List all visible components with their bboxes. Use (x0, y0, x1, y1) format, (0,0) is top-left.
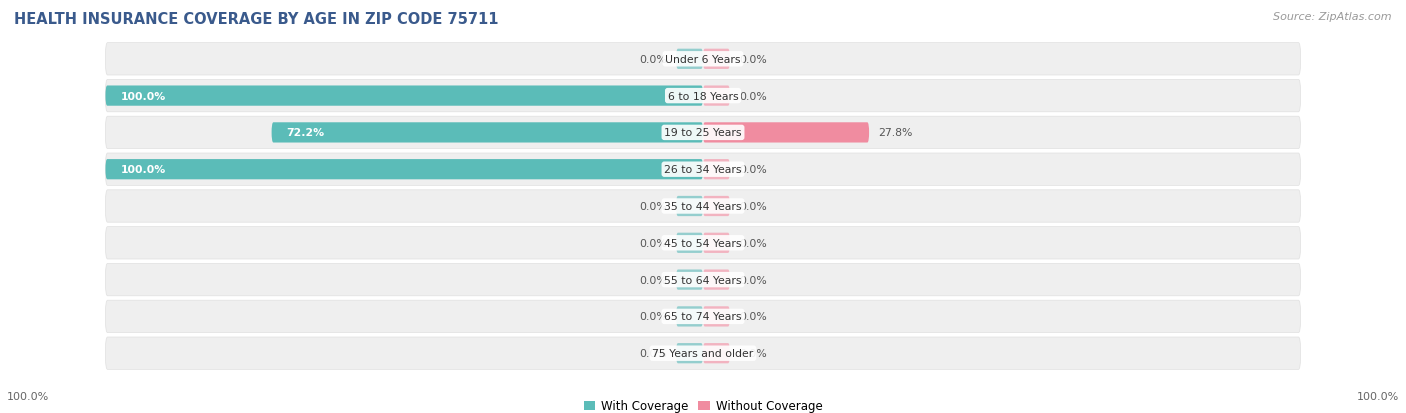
FancyBboxPatch shape (105, 227, 1301, 259)
Text: 19 to 25 Years: 19 to 25 Years (664, 128, 742, 138)
Legend: With Coverage, Without Coverage: With Coverage, Without Coverage (579, 395, 827, 413)
FancyBboxPatch shape (105, 86, 703, 107)
Text: 27.8%: 27.8% (879, 128, 912, 138)
FancyBboxPatch shape (105, 154, 1301, 186)
FancyBboxPatch shape (105, 43, 1301, 76)
FancyBboxPatch shape (703, 306, 730, 327)
Text: 6 to 18 Years: 6 to 18 Years (668, 91, 738, 101)
Text: 0.0%: 0.0% (740, 238, 766, 248)
FancyBboxPatch shape (105, 117, 1301, 149)
Text: 0.0%: 0.0% (740, 91, 766, 101)
Text: 0.0%: 0.0% (740, 312, 766, 322)
Text: 0.0%: 0.0% (740, 55, 766, 65)
Text: 100.0%: 100.0% (1357, 392, 1399, 401)
FancyBboxPatch shape (703, 160, 730, 180)
Text: HEALTH INSURANCE COVERAGE BY AGE IN ZIP CODE 75711: HEALTH INSURANCE COVERAGE BY AGE IN ZIP … (14, 12, 499, 27)
Text: Source: ZipAtlas.com: Source: ZipAtlas.com (1274, 12, 1392, 22)
FancyBboxPatch shape (105, 190, 1301, 223)
FancyBboxPatch shape (676, 343, 703, 363)
FancyBboxPatch shape (703, 123, 869, 143)
Text: 0.0%: 0.0% (640, 238, 668, 248)
Text: 0.0%: 0.0% (740, 202, 766, 211)
FancyBboxPatch shape (105, 301, 1301, 333)
FancyBboxPatch shape (105, 160, 703, 180)
FancyBboxPatch shape (105, 80, 1301, 112)
Text: 65 to 74 Years: 65 to 74 Years (664, 312, 742, 322)
FancyBboxPatch shape (703, 86, 730, 107)
FancyBboxPatch shape (676, 233, 703, 253)
Text: 0.0%: 0.0% (640, 275, 668, 285)
Text: 55 to 64 Years: 55 to 64 Years (664, 275, 742, 285)
FancyBboxPatch shape (676, 306, 703, 327)
Text: Under 6 Years: Under 6 Years (665, 55, 741, 65)
Text: 35 to 44 Years: 35 to 44 Years (664, 202, 742, 211)
FancyBboxPatch shape (676, 270, 703, 290)
FancyBboxPatch shape (105, 337, 1301, 370)
FancyBboxPatch shape (703, 343, 730, 363)
Text: 0.0%: 0.0% (640, 55, 668, 65)
Text: 0.0%: 0.0% (640, 348, 668, 358)
Text: 0.0%: 0.0% (740, 165, 766, 175)
Text: 45 to 54 Years: 45 to 54 Years (664, 238, 742, 248)
Text: 72.2%: 72.2% (287, 128, 325, 138)
Text: 75 Years and older: 75 Years and older (652, 348, 754, 358)
Text: 100.0%: 100.0% (7, 392, 49, 401)
FancyBboxPatch shape (271, 123, 703, 143)
FancyBboxPatch shape (105, 264, 1301, 296)
FancyBboxPatch shape (676, 197, 703, 216)
FancyBboxPatch shape (703, 50, 730, 70)
FancyBboxPatch shape (676, 50, 703, 70)
Text: 26 to 34 Years: 26 to 34 Years (664, 165, 742, 175)
Text: 0.0%: 0.0% (740, 275, 766, 285)
Text: 0.0%: 0.0% (740, 348, 766, 358)
FancyBboxPatch shape (703, 197, 730, 216)
FancyBboxPatch shape (703, 233, 730, 253)
FancyBboxPatch shape (703, 270, 730, 290)
Text: 0.0%: 0.0% (640, 202, 668, 211)
Text: 100.0%: 100.0% (121, 165, 166, 175)
Text: 100.0%: 100.0% (121, 91, 166, 101)
Text: 0.0%: 0.0% (640, 312, 668, 322)
